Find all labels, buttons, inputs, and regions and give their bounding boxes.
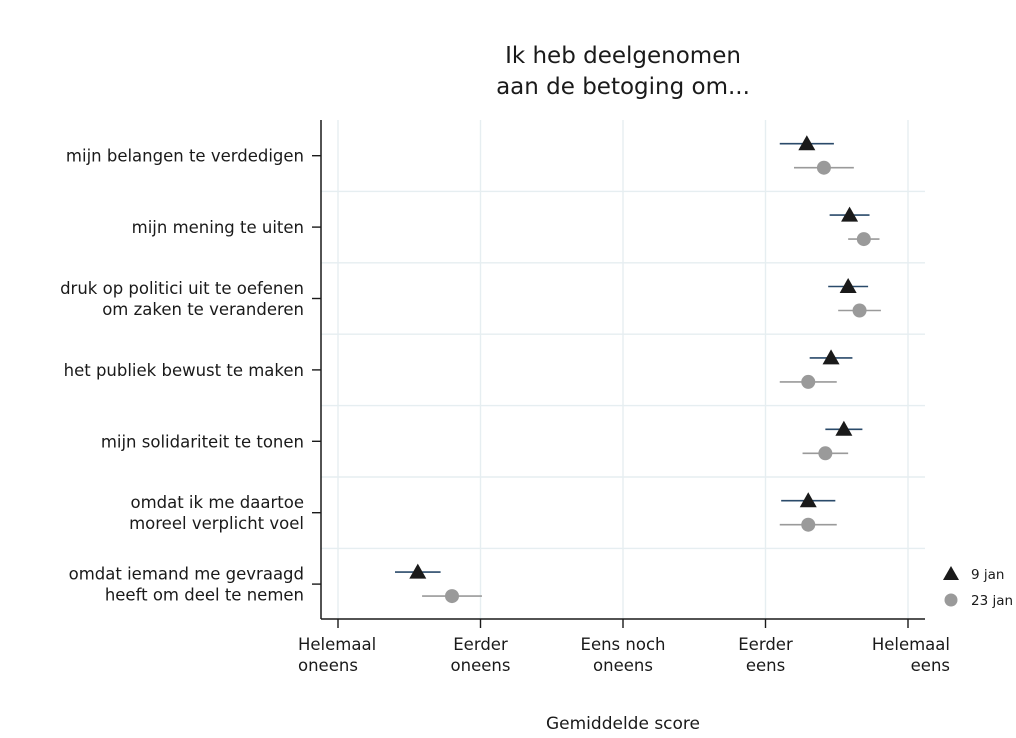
y-tick-label: druk op politici uit te oefenen om zaken … xyxy=(60,279,304,319)
y-tick-label: omdat iemand me gevraagd heeft om deel te… xyxy=(69,565,304,605)
chart-title: Ik heb deelgenomen aan de betoging om... xyxy=(496,43,750,100)
y-tick-label: mijn solidariteit te tonen xyxy=(101,432,304,451)
x-tick-label: Helemaal eens xyxy=(872,635,950,675)
marker-triangle xyxy=(822,349,840,365)
marker-circle xyxy=(856,232,871,247)
marker-triangle xyxy=(839,278,857,293)
y-tick-label: mijn mening te uiten xyxy=(132,218,304,237)
marker-circle xyxy=(445,589,459,604)
marker-circle xyxy=(816,160,831,175)
x-axis-labels: Helemaal oneens Eerder oneens Eens noch oneen… xyxy=(298,619,950,675)
x-tick-label: Eerder oneens xyxy=(451,635,511,675)
marker-triangle xyxy=(409,563,427,579)
x-axis-title: Gemiddelde score xyxy=(546,714,700,734)
x-tick-label: Eerder eens xyxy=(738,635,793,675)
y-axis-labels: mijn belangen te verdedigen mijn mening t… xyxy=(60,147,321,605)
data-markers xyxy=(409,135,871,604)
x-tick-label: Eens noch oneens xyxy=(581,635,666,675)
legend: 9 jan 23 jan xyxy=(943,566,1013,609)
legend-triangle-icon xyxy=(943,566,959,580)
y-tick-label: omdat ik me daartoe moreel verplicht voel xyxy=(129,493,304,533)
marker-triangle xyxy=(841,206,859,222)
marker-triangle xyxy=(799,492,817,508)
legend-circle-icon xyxy=(944,593,958,607)
x-tick-label: Helemaal oneens xyxy=(298,635,376,675)
marker-triangle xyxy=(798,135,816,151)
marker-circle xyxy=(818,446,833,461)
y-tick-label: het publiek bewust te maken xyxy=(64,361,304,380)
legend-label: 9 jan xyxy=(971,567,1004,583)
y-tick-label: mijn belangen te verdedigen xyxy=(66,147,304,166)
legend-label: 23 jan xyxy=(971,593,1013,609)
marker-triangle xyxy=(835,420,853,436)
gridlines xyxy=(321,120,925,619)
marker-circle xyxy=(801,517,816,532)
marker-circle xyxy=(801,374,816,389)
marker-circle xyxy=(852,303,867,318)
